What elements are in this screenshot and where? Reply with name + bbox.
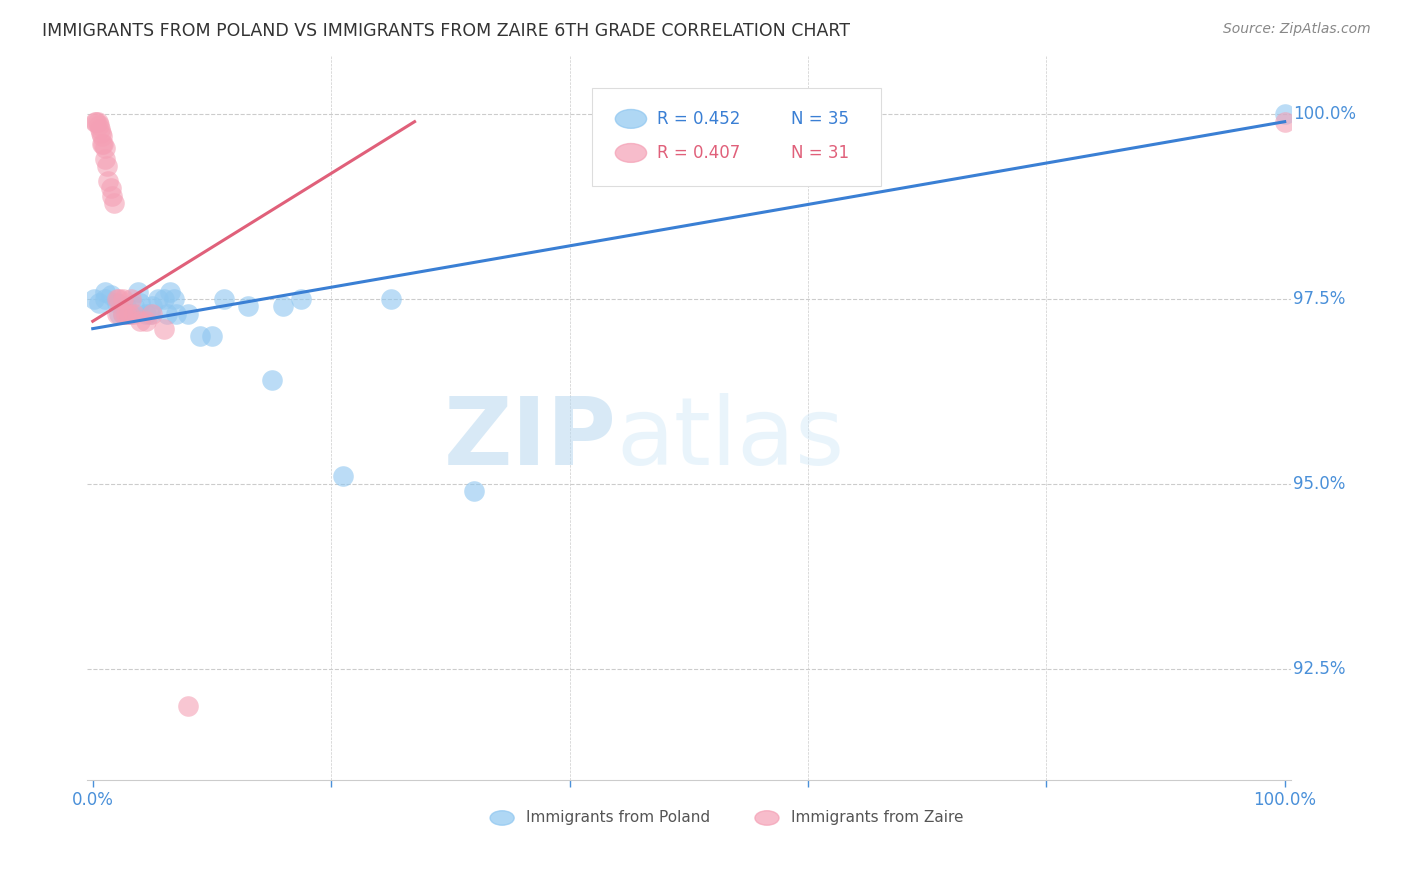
Point <box>163 292 186 306</box>
Point <box>111 307 134 321</box>
Point <box>188 329 211 343</box>
Text: ZIP: ZIP <box>444 393 616 485</box>
Circle shape <box>755 811 779 825</box>
Point <box>93 140 115 154</box>
Point <box>127 285 149 299</box>
Point <box>153 321 176 335</box>
Point <box>177 698 200 713</box>
Point <box>129 295 152 310</box>
Point <box>93 292 115 306</box>
Point <box>105 307 128 321</box>
Point <box>1274 114 1296 128</box>
Point <box>86 114 108 128</box>
Point <box>1274 107 1296 121</box>
Point <box>236 300 259 314</box>
Point <box>159 285 181 299</box>
Point <box>101 188 124 202</box>
Point <box>139 307 162 321</box>
Point <box>120 307 142 321</box>
Point <box>111 307 134 321</box>
Point <box>260 373 283 387</box>
Point <box>105 295 128 310</box>
FancyBboxPatch shape <box>592 87 882 186</box>
Point <box>96 159 118 173</box>
Point <box>89 122 111 136</box>
Text: 97.5%: 97.5% <box>1294 290 1346 308</box>
Circle shape <box>616 144 647 162</box>
Point <box>91 136 114 151</box>
Point <box>100 181 122 195</box>
Point <box>93 136 115 151</box>
Text: N = 35: N = 35 <box>792 110 849 128</box>
Point <box>135 307 157 321</box>
Point <box>93 152 115 166</box>
Point <box>91 129 114 144</box>
Point <box>141 300 163 314</box>
Point <box>111 292 134 306</box>
Point <box>148 292 170 306</box>
Point <box>87 119 110 133</box>
Point <box>115 300 138 314</box>
Point <box>165 307 187 321</box>
Point <box>120 292 142 306</box>
Point <box>93 285 115 299</box>
Text: 95.0%: 95.0% <box>1294 475 1346 493</box>
Point <box>141 307 163 321</box>
Circle shape <box>616 110 647 128</box>
Text: R = 0.452: R = 0.452 <box>658 110 741 128</box>
Text: Immigrants from Poland: Immigrants from Poland <box>526 811 710 825</box>
Point <box>103 196 125 211</box>
Text: Immigrants from Zaire: Immigrants from Zaire <box>792 811 963 825</box>
Point <box>90 126 112 140</box>
Circle shape <box>491 811 515 825</box>
Point <box>135 314 157 328</box>
Point <box>124 307 146 321</box>
Text: atlas: atlas <box>616 393 845 485</box>
Point <box>273 300 295 314</box>
Point <box>290 292 312 306</box>
Point <box>108 307 131 321</box>
Point <box>117 307 139 321</box>
Text: 100.0%: 100.0% <box>1294 105 1355 123</box>
Point <box>97 174 120 188</box>
Point <box>84 114 107 128</box>
Point <box>332 469 354 483</box>
Point <box>177 307 200 321</box>
Point <box>86 114 108 128</box>
Point <box>115 307 138 321</box>
Text: Source: ZipAtlas.com: Source: ZipAtlas.com <box>1223 22 1371 37</box>
Point <box>83 292 105 306</box>
Text: 92.5%: 92.5% <box>1294 660 1346 678</box>
Point <box>87 295 110 310</box>
Text: R = 0.407: R = 0.407 <box>658 144 741 162</box>
Point <box>105 292 128 306</box>
Point <box>153 292 176 306</box>
Point <box>212 292 235 306</box>
Point <box>100 288 122 302</box>
Point <box>380 292 402 306</box>
Text: IMMIGRANTS FROM POLAND VS IMMIGRANTS FROM ZAIRE 6TH GRADE CORRELATION CHART: IMMIGRANTS FROM POLAND VS IMMIGRANTS FRO… <box>42 22 851 40</box>
Point <box>124 300 146 314</box>
Text: N = 31: N = 31 <box>792 144 849 162</box>
Point <box>201 329 224 343</box>
Point <box>108 292 131 306</box>
Point <box>463 484 485 499</box>
Point <box>117 307 139 321</box>
Point <box>129 314 152 328</box>
Point <box>156 307 179 321</box>
